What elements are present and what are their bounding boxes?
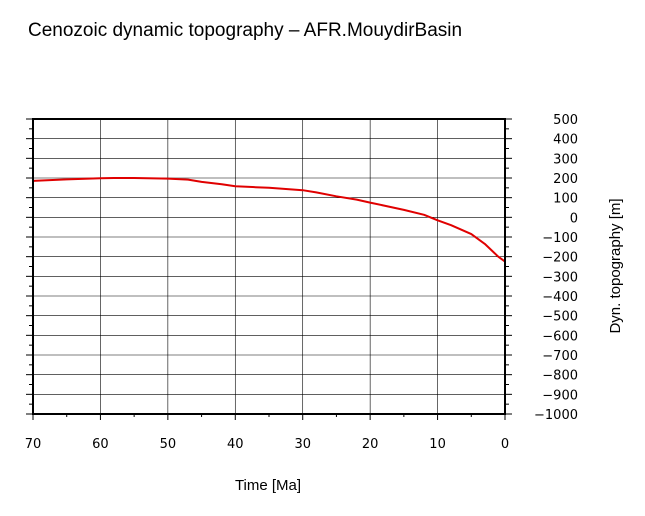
x-tick-label: 20: [362, 437, 379, 452]
y-tick-label: −800: [542, 369, 578, 384]
y-tick-label: −200: [542, 251, 578, 266]
plot-frame: [32, 118, 506, 415]
y-axis-label: Dyn. topography [m]: [607, 198, 624, 333]
y-tick-label: 100: [553, 192, 578, 207]
y-tick-label: −400: [542, 290, 578, 305]
y-tick-label: 300: [553, 152, 578, 167]
y-tick-label: −900: [542, 388, 578, 403]
ticks: [26, 118, 512, 420]
y-tick-label: −600: [542, 329, 578, 344]
series-line: [32, 177, 506, 263]
y-tick-label: 400: [553, 133, 578, 148]
y-tick-label: −700: [542, 349, 578, 364]
x-tick-label: 0: [501, 437, 509, 452]
x-tick-label: 50: [160, 437, 177, 452]
x-tick-labels: 70 60 50 40 30 20 10 0: [25, 437, 509, 452]
y-tick-label: 500: [553, 113, 578, 128]
x-axis-label: Time [Ma]: [235, 477, 301, 494]
series: [32, 177, 506, 263]
x-tick-label: 70: [25, 437, 42, 452]
y-tick-label: −1000: [534, 408, 578, 423]
y-tick-labels: 500 400 300 200 100 0 −100 −200 −300 −400 −500 −600…: [534, 113, 578, 423]
x-tick-label: 30: [294, 437, 311, 452]
y-tick-label: −300: [542, 270, 578, 285]
y-tick-label: −500: [542, 310, 578, 325]
y-tick-label: −100: [542, 231, 578, 246]
chart-title: Cenozoic dynamic topography – AFR.Mouydi…: [28, 20, 462, 41]
y-tick-label: 0: [570, 211, 578, 226]
x-tick-label: 60: [92, 437, 109, 452]
x-tick-label: 40: [227, 437, 244, 452]
y-tick-label: 200: [553, 172, 578, 187]
x-tick-label: 10: [429, 437, 446, 452]
grid: [32, 118, 506, 415]
